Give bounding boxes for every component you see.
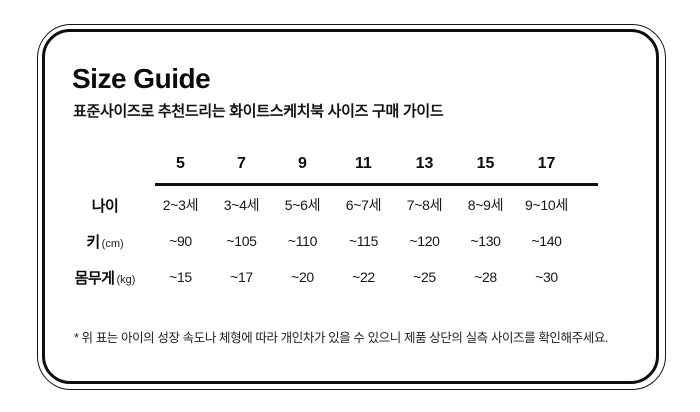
table-cell: 2~3세	[162, 197, 199, 213]
table-cell: ~30	[535, 269, 558, 285]
table-cell: ~110	[287, 233, 318, 249]
row-label-text: 키	[86, 233, 100, 251]
row-label-text: 나이	[91, 197, 119, 215]
size-column-header: 15	[476, 155, 495, 172]
size-column-header: 17	[537, 155, 556, 172]
row-label: 나이	[60, 195, 150, 216]
table-row: 몸무게 (kg) ~15 ~17 ~20 ~22 ~25 ~28 ~30	[60, 263, 577, 291]
row-label-unit: (cm)	[101, 237, 124, 250]
page-subtitle: 표준사이즈로 추천드리는 화이트스케치북 사이즈 구매 가이드	[73, 103, 444, 120]
card-inner-border	[42, 29, 659, 384]
table-header-divider	[155, 183, 598, 186]
table-cell: ~25	[413, 269, 436, 285]
table-cell: ~130	[470, 233, 501, 249]
size-column-header: 11	[355, 155, 372, 172]
table-cell: ~15	[169, 269, 192, 285]
table-cell: 9~10세	[525, 197, 568, 213]
table-cell: ~22	[352, 269, 375, 285]
table-cell: ~28	[474, 269, 497, 285]
table-cell: 8~9세	[467, 197, 504, 213]
table-cell: 3~4세	[223, 197, 260, 213]
size-column-header: 5	[176, 155, 185, 172]
table-cell: ~17	[230, 269, 253, 285]
table-row: 키 (cm) ~90 ~105 ~110 ~115 ~120 ~130 ~140	[60, 227, 577, 255]
table-cell: 6~7세	[345, 197, 382, 213]
size-column-header: 13	[415, 155, 434, 172]
row-label: 몸무게 (kg)	[60, 267, 150, 288]
table-cell: ~20	[291, 269, 314, 285]
size-column-header: 7	[237, 155, 246, 172]
footnote: * 위 표는 아이의 성장 속도나 체형에 따라 개인차가 있을 수 있으니 제…	[74, 331, 609, 345]
row-label: 키 (cm)	[60, 231, 150, 252]
table-cell: 7~8세	[406, 197, 443, 213]
card-outer-border	[37, 24, 666, 390]
row-label-unit: (kg)	[116, 273, 136, 286]
row-label-text: 몸무게	[74, 269, 115, 287]
table-cell: ~140	[531, 233, 562, 249]
table-cell: ~115	[348, 233, 379, 249]
size-column-header: 9	[298, 155, 307, 172]
table-row: 나이 2~3세 3~4세 5~6세 6~7세 7~8세 8~9세 9~10세	[60, 191, 577, 219]
size-table-header-row: 5 7 9 11 13 15 17	[60, 150, 577, 178]
table-cell: 5~6세	[284, 197, 321, 213]
table-cell: ~120	[409, 233, 440, 249]
table-cell: ~90	[169, 233, 192, 249]
table-cell: ~105	[226, 233, 257, 249]
page-title: Size Guide	[72, 63, 211, 94]
